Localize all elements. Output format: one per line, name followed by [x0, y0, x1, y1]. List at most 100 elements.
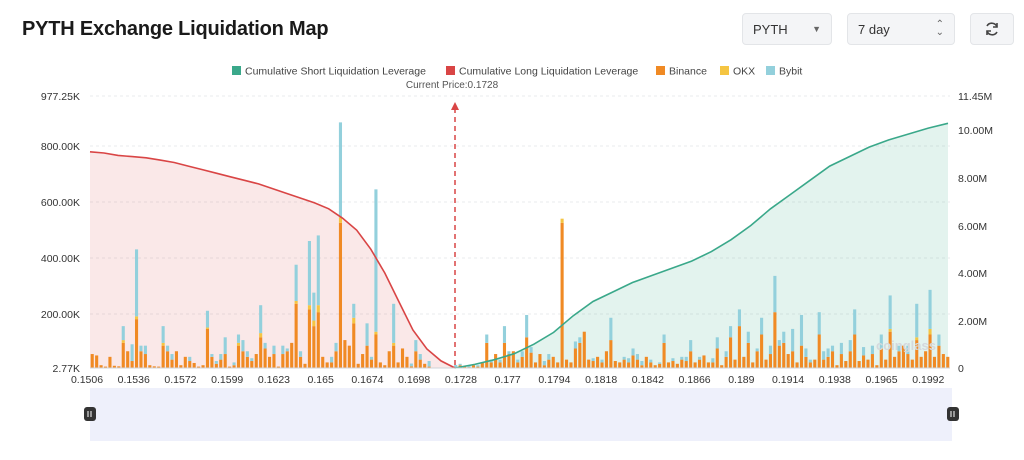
binance-bar: [848, 351, 852, 368]
legend-label[interactable]: Cumulative Long Liquidation Leverage: [459, 66, 638, 78]
bybit-bar: [760, 317, 764, 335]
legend-label[interactable]: Binance: [669, 66, 707, 78]
legend-label[interactable]: OKX: [733, 66, 755, 78]
binance-bar: [631, 355, 635, 368]
binance-bar: [675, 363, 679, 368]
bybit-bar: [937, 334, 941, 346]
binance-bar: [108, 356, 112, 368]
binance-bar: [259, 337, 263, 368]
binance-bar: [777, 345, 781, 368]
binance-bar: [564, 359, 569, 368]
binance-bar: [941, 354, 945, 368]
binance-bar: [471, 365, 475, 368]
binance-bar: [839, 354, 843, 368]
bybit-bar: [498, 359, 502, 363]
binance-bar: [551, 356, 555, 368]
bybit-bar: [635, 354, 640, 360]
binance-bar: [919, 356, 923, 368]
okx-bar: [352, 317, 356, 324]
x-tick-label: 0.165: [308, 374, 334, 386]
bybit-bar: [205, 310, 210, 328]
range-select[interactable]: 7 day ⌃ ⌄: [847, 13, 955, 45]
bybit-bar: [285, 348, 289, 352]
binance-bar: [361, 354, 365, 368]
bybit-bar: [369, 356, 374, 360]
binance-bar: [334, 351, 338, 368]
legend-swatch[interactable]: [720, 66, 729, 75]
binance-bar: [463, 366, 467, 368]
binance-bar: [174, 351, 178, 368]
slider-track[interactable]: [90, 388, 952, 441]
binance-bar: [587, 359, 591, 368]
x-tick-label: 0.1818: [585, 374, 617, 386]
bybit-bar: [547, 354, 551, 360]
binance-bar: [117, 366, 121, 368]
legend-swatch[interactable]: [446, 66, 455, 75]
bybit-bar: [281, 345, 285, 355]
refresh-button[interactable]: [970, 13, 1014, 45]
binance-bar: [307, 309, 311, 368]
bybit-bar: [808, 359, 812, 363]
binance-bar: [662, 342, 666, 368]
binance-bar: [853, 334, 857, 368]
slider-right-handle[interactable]: [947, 407, 959, 421]
bybit-bar: [711, 358, 715, 363]
current-price-label: Current Price:0.1728: [406, 80, 499, 91]
legend-swatch[interactable]: [232, 66, 241, 75]
x-tick-label: 0.189: [728, 374, 754, 386]
binance-bar: [547, 359, 551, 368]
bybit-bar: [316, 235, 320, 306]
binance-bar: [126, 351, 130, 368]
binance-bar: [680, 359, 684, 368]
y-left-tick-label: 800.00K: [41, 141, 80, 153]
binance-bar: [529, 352, 533, 368]
bybit-bar: [627, 358, 631, 363]
bybit-bar: [715, 337, 719, 349]
bybit-bar: [915, 303, 919, 338]
legend-label[interactable]: Cumulative Short Liquidation Leverage: [245, 66, 426, 78]
symbol-select[interactable]: PYTH ▼: [742, 13, 832, 45]
binance-bar: [241, 351, 245, 368]
x-tick-label: 0.1599: [211, 374, 243, 386]
bybit-bar: [330, 356, 334, 363]
bybit-bar: [649, 359, 653, 363]
binance-bar: [799, 345, 804, 368]
binance-bar: [312, 326, 316, 368]
binance-bar: [396, 362, 400, 368]
bybit-bar: [609, 317, 613, 341]
binance-bar: [596, 356, 600, 368]
binance-bar: [254, 354, 258, 368]
bybit-bar: [219, 354, 223, 360]
bybit-bar: [729, 326, 733, 338]
binance-bar: [844, 361, 848, 368]
bybit-bar: [294, 264, 298, 302]
chart-legend[interactable]: Cumulative Short Liquidation Leverage Cum…: [232, 66, 802, 78]
binance-bar: [219, 359, 223, 368]
range-slider[interactable]: [84, 388, 959, 441]
bybit-bar: [467, 365, 471, 368]
binance-bar: [826, 356, 830, 368]
binance-bar: [321, 356, 325, 368]
binance-bar: [542, 365, 546, 368]
okx-bar: [205, 327, 210, 329]
binance-bar: [720, 365, 724, 368]
bybit-bar: [232, 362, 236, 366]
slider-left-handle[interactable]: [84, 407, 96, 421]
binance-bar: [591, 361, 595, 368]
binance-bar: [423, 363, 427, 368]
legend-swatch[interactable]: [656, 66, 665, 75]
binance-bar: [658, 363, 662, 368]
binance-bar: [316, 312, 320, 368]
bybit-bar: [476, 365, 480, 367]
okx-bar: [134, 316, 139, 320]
binance-bar: [369, 359, 374, 368]
legend-swatch[interactable]: [766, 66, 775, 75]
bybit-bar: [791, 328, 795, 352]
bybit-bar: [689, 340, 693, 352]
okx-bar: [316, 305, 320, 313]
up-down-chevron-icon: ⌃ ⌄: [935, 19, 944, 38]
binance-bar: [808, 362, 812, 368]
binance-bar: [356, 363, 360, 368]
legend-label[interactable]: Bybit: [779, 66, 802, 78]
bybit-bar: [888, 295, 892, 329]
